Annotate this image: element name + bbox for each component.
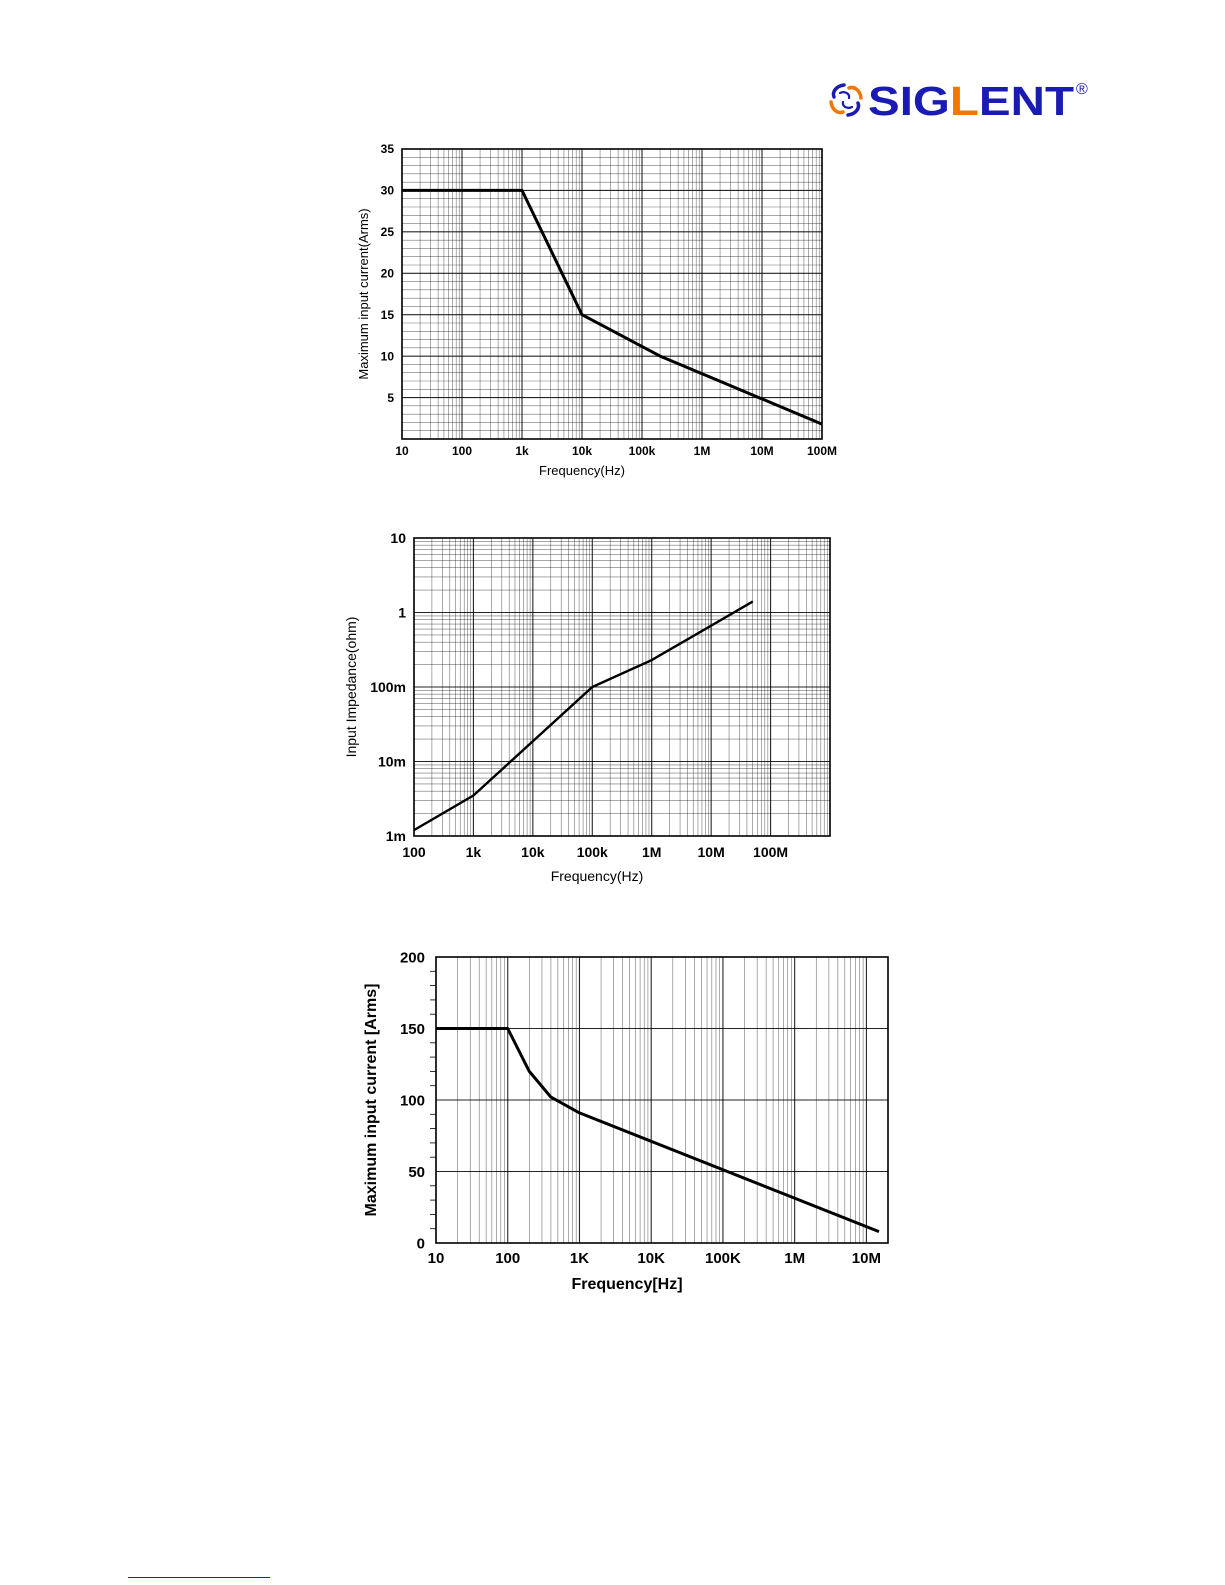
y-tick-label: 25 [381, 225, 395, 239]
plot-frame [435, 956, 889, 1244]
logo-letter: I [900, 78, 913, 124]
series-line [436, 1027, 880, 1233]
y-tick-label: 100m [370, 679, 406, 695]
x-tick-label: 100M [753, 844, 788, 860]
footer-link-underline [128, 1577, 270, 1578]
logo-letter: S [868, 78, 900, 124]
y-tick-label: 50 [408, 1164, 425, 1181]
x-tick-label: 10 [428, 1250, 445, 1267]
x-tick-label: 10k [521, 844, 545, 860]
chart-3-svg: 10 100 1K 10K 100K 1M 10M 0 50 100 150 200 Frequency… [363, 949, 889, 1293]
x-tick-label: 1K [570, 1250, 589, 1267]
y-tick-label: 150 [400, 1021, 425, 1038]
registered-mark: ® [1076, 81, 1088, 98]
swirl-icon [829, 83, 863, 117]
x-tick-label: 1M [694, 444, 711, 458]
x-tick-label: 1M [642, 844, 661, 860]
series-line [402, 188, 823, 426]
plot-area [402, 149, 822, 439]
chart-2-svg: 100 1k 10k 100k 1M 10M 100M 1m 10m 100m 1 10 Frequen… [343, 530, 831, 884]
x-grid [401, 149, 823, 439]
x-axis-title: Frequency(Hz) [551, 868, 644, 884]
plot-frame [413, 537, 831, 837]
x-tick-label: 1k [466, 844, 482, 860]
logo-letter: E [979, 78, 1011, 124]
x-tick-label: 1k [515, 444, 529, 458]
series-line [413, 600, 754, 832]
y-tick-label: 200 [400, 949, 425, 966]
x-axis-title: Frequency[Hz] [571, 1276, 682, 1293]
y-tick-label: 0 [417, 1235, 425, 1252]
y-tick-label: 35 [381, 142, 395, 156]
siglent-logo-graphic: S IG LE N T ® [829, 78, 1088, 124]
y-tick-label: 30 [381, 184, 395, 198]
logo-letter: L [950, 78, 979, 124]
chart-input-impedance: 100 1k 10k 100k 1M 10M 100M 1m 10m 100m 1 10 Frequen… [330, 528, 850, 898]
x-tick-label: 100 [402, 844, 426, 860]
y-tick-label: 100 [400, 1092, 425, 1109]
y-tick-label: 20 [381, 266, 395, 280]
y-axis-title: Input Impedance(ohm) [343, 617, 359, 758]
x-axis-title: Frequency(Hz) [539, 463, 625, 478]
y-tick-label: 15 [381, 308, 395, 322]
logo-letter: N [1011, 78, 1045, 124]
x-tick-label: 100k [577, 844, 608, 860]
x-tick-label: 100M [807, 444, 837, 458]
x-tick-label: 10M [750, 444, 773, 458]
x-tick-label: 100K [705, 1250, 741, 1267]
x-tick-label: 10M [698, 844, 725, 860]
plot-frame [401, 148, 823, 440]
y-tick-label: 1 [398, 604, 406, 620]
y-tick-label: 5 [387, 391, 394, 405]
y-tick-label: 10 [390, 530, 406, 546]
x-tick-label: 100 [495, 1250, 520, 1267]
x-tick-label: 1M [784, 1250, 805, 1267]
chart-1-svg: 10 100 1k 10k 100k 1M 10M 100M 5 10 15 20 25 30 35 Freq… [356, 142, 837, 478]
y-tick-label: 1m [386, 828, 406, 844]
x-tick-label: 100k [629, 444, 656, 458]
y-axis-title: Maximum input current [Arms] [363, 984, 380, 1217]
x-tick-label: 10K [637, 1250, 665, 1267]
x-tick-label: 10M [852, 1250, 881, 1267]
y-axis-title: Maximum input current(Arms) [356, 208, 371, 379]
x-tick-label: 10k [572, 444, 592, 458]
logo-letter: T [1045, 78, 1074, 124]
y-tick-label: 10 [381, 349, 395, 363]
logo-wordmark: S IG LE N T [868, 78, 1074, 124]
chart-max-current-150a: 10 100 1K 10K 100K 1M 10M 0 50 100 150 200 Frequency… [340, 948, 910, 1308]
logo-letter: G [913, 78, 950, 124]
siglent-logo: S IG LE N T ® [826, 76, 1096, 124]
y-tick-label: 10m [378, 753, 406, 769]
chart-max-current-30a: 10 100 1k 10k 100k 1M 10M 100M 5 10 15 20 25 30 35 Freq… [340, 140, 860, 490]
y-grid [414, 541, 830, 837]
x-tick-label: 10 [395, 444, 409, 458]
x-tick-label: 100 [452, 444, 472, 458]
